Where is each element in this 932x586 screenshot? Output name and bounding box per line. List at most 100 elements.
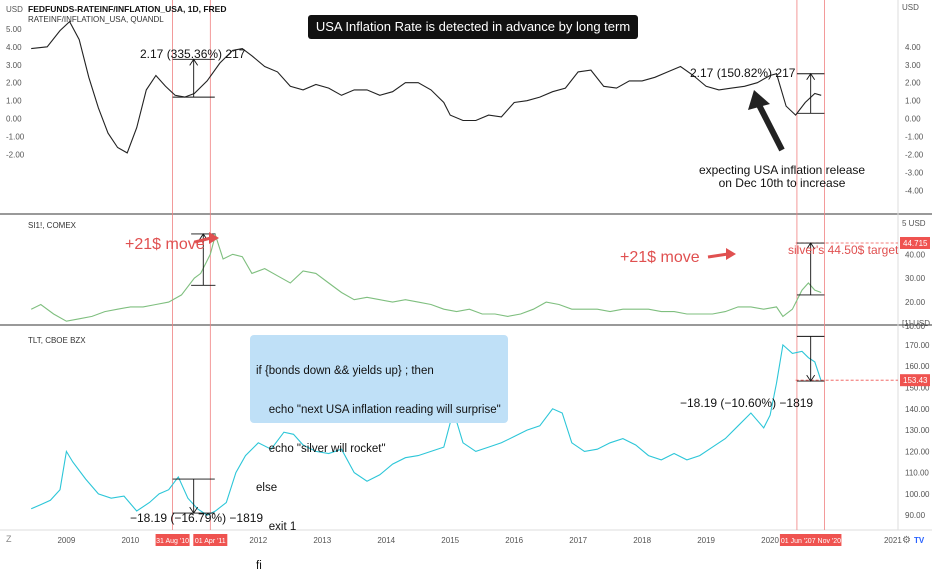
p2-target-label: silver's 44.50$ target bbox=[788, 243, 899, 257]
right-tick-label: -4.00 bbox=[905, 187, 924, 196]
p1-black-arrow-head bbox=[748, 90, 770, 110]
p1-black-arrow-shaft bbox=[755, 101, 785, 152]
p3-left-bracket-arrowhead bbox=[189, 506, 199, 514]
p3-left-measure-label: −18.19 (−16.79%) −1819 bbox=[130, 511, 263, 525]
right-tick-label: 20.00 bbox=[905, 298, 926, 307]
right-tick-label: -2.00 bbox=[905, 151, 924, 160]
p1-right-measure-label: 2.17 (150.82%) 217 bbox=[690, 66, 796, 80]
x-tick-label: 2013 bbox=[313, 536, 331, 545]
date-highlight-lines bbox=[172, 0, 825, 530]
x-tick-label: 2010 bbox=[121, 536, 139, 545]
code-line: fi bbox=[256, 560, 262, 572]
code-line: echo "next USA inflation reading will su… bbox=[256, 404, 501, 416]
p3-right-bracket-arrowhead bbox=[806, 374, 816, 382]
right-tick-label: 30.00 bbox=[905, 274, 926, 283]
x-highlight-label: 07 Nov '20 bbox=[808, 538, 841, 545]
series-line-panel1 bbox=[31, 20, 822, 154]
x-highlight-badge bbox=[807, 534, 842, 546]
p2-move-left-label: +21$ move bbox=[125, 236, 205, 253]
left-tick-label: 2.00 bbox=[6, 79, 22, 88]
p2-move-right-label: +21$ move bbox=[620, 249, 700, 266]
x-highlight-label: 01 Apr '11 bbox=[195, 538, 226, 545]
right-tick-label: 90.00 bbox=[905, 511, 926, 520]
x-tick-label: 2021 bbox=[884, 536, 902, 545]
x-highlight-label: 01 Jun '20 bbox=[781, 538, 813, 545]
left-tick-label: 0.00 bbox=[6, 115, 22, 124]
x-tick-label: 2014 bbox=[377, 536, 395, 545]
left-tick-label: -2.00 bbox=[6, 151, 25, 160]
x-tick-label: 2009 bbox=[57, 536, 75, 545]
panel-separators bbox=[0, 0, 932, 531]
chart-canvas: 4.00 3.00 2.00 1.00 0.00 -1.00 -2.00 -3.00 -4.00… bbox=[0, 0, 932, 546]
right-tick-label: -3.00 bbox=[905, 169, 924, 178]
right-tick-label: 4.00 bbox=[905, 43, 921, 52]
axis-ticks: 4.00 3.00 2.00 1.00 0.00 -1.00 -2.00 -3.00 -4.00… bbox=[6, 25, 930, 546]
right-tick-label: 120.00 bbox=[905, 447, 930, 456]
right-tick-label: 140.00 bbox=[905, 405, 930, 414]
x-tick-label: 2019 bbox=[697, 536, 715, 545]
right-tick-label: 1.00 bbox=[905, 97, 921, 106]
left-unit-label: USD bbox=[6, 5, 23, 14]
right-unit-panel1: USD bbox=[902, 3, 919, 12]
p1-note-line1: expecting USA inflation release bbox=[699, 163, 865, 177]
measure-brackets bbox=[172, 58, 898, 514]
x-tick-label: 2012 bbox=[249, 536, 267, 545]
right-tick-label: 100.00 bbox=[905, 490, 930, 499]
corner-z[interactable]: Z bbox=[6, 534, 12, 544]
left-tick-label: 1.00 bbox=[6, 97, 22, 106]
right-tick-label: 150.00 bbox=[905, 383, 930, 392]
p2-right-red-arrow-shaft bbox=[707, 252, 729, 259]
code-note-box: if {bonds down && yields up} ; then echo… bbox=[250, 335, 508, 572]
x-tick-label: 2020 bbox=[761, 536, 779, 545]
right-tick-label: 3.00 bbox=[905, 61, 921, 70]
right-tick-label: 10.00 bbox=[905, 322, 926, 331]
right-unit-panel3: [1] USD bbox=[902, 319, 930, 328]
right-tick-label: 160.00 bbox=[905, 362, 930, 371]
left-tick-label: -1.00 bbox=[6, 133, 25, 142]
left-tick-label: 5.00 bbox=[6, 25, 22, 34]
p2-left-red-arrow-head bbox=[209, 232, 219, 244]
right-tick-label: -1.00 bbox=[905, 133, 924, 142]
right-tick-label: 110.00 bbox=[905, 469, 929, 478]
x-highlight-badge bbox=[779, 534, 814, 546]
chart-title: USA Inflation Rate is detected in advanc… bbox=[315, 19, 631, 58]
right-tick-label: 40.00 bbox=[905, 250, 926, 259]
right-unit-panel2: 5 USD bbox=[902, 219, 926, 228]
panel1-subheader: RATEINF/INFLATION_USA, QUANDL bbox=[28, 15, 164, 24]
x-tick-label: 2016 bbox=[505, 536, 523, 545]
right-tick-label: 2.00 bbox=[905, 79, 921, 88]
p2-right-bracket-arrowhead bbox=[806, 242, 816, 250]
series-line-panel2 bbox=[30, 233, 822, 322]
code-line: echo "silver will rocket" bbox=[256, 443, 386, 455]
x-highlight-badge bbox=[155, 534, 190, 546]
p3-right-measure-label: −18.19 (−10.60%) −1819 bbox=[680, 396, 813, 410]
x-highlight-badge bbox=[193, 534, 228, 546]
panel3-header: TLT, CBOE BZX bbox=[28, 336, 86, 345]
p2-left-red-arrow-shaft bbox=[194, 236, 212, 244]
panel2-header: SI1!, COMEX bbox=[28, 221, 77, 230]
code-line: if {bonds down && yields up} ; then bbox=[256, 365, 434, 377]
tlt-price-badge-bg bbox=[900, 374, 930, 387]
left-tick-label: 4.00 bbox=[6, 43, 22, 52]
panel1-header: FEDFUNDS-RATEINF/INFLATION_USA, 1D, FRED bbox=[28, 4, 227, 14]
p1-right-bracket-arrowhead bbox=[806, 72, 816, 80]
chart-title-box: USA Inflation Rate is detected in advanc… bbox=[308, 15, 638, 58]
corner-logo: TV bbox=[914, 536, 925, 545]
left-tick-label: 3.00 bbox=[6, 61, 22, 70]
x-tick-label: 2018 bbox=[633, 536, 651, 545]
series-line-panel3 bbox=[30, 343, 822, 516]
annotation-text: FEDFUNDS-RATEINF/INFLATION_USA, 1D, FRED… bbox=[6, 3, 930, 546]
p1-left-measure-label: 2.17 (335.36%) 217 bbox=[140, 47, 246, 61]
code-line: exit 1 bbox=[256, 521, 297, 533]
silver-price-badge: 44.715 bbox=[903, 239, 928, 248]
p1-left-bracket-arrowhead bbox=[189, 58, 199, 66]
p1-note-line2: on Dec 10th to increase bbox=[719, 176, 846, 190]
x-tick-label: 2017 bbox=[569, 536, 587, 545]
x-highlight-label: 31 Aug '10 bbox=[156, 538, 189, 545]
x-tick-label: 2015 bbox=[441, 536, 459, 545]
corner-gear-icon[interactable]: ⚙ bbox=[902, 535, 911, 546]
series-lines bbox=[30, 20, 822, 516]
p2-right-red-arrow-head bbox=[726, 248, 736, 260]
right-tick-label: 0.00 bbox=[905, 115, 921, 124]
silver-price-badge-bg bbox=[900, 236, 930, 249]
